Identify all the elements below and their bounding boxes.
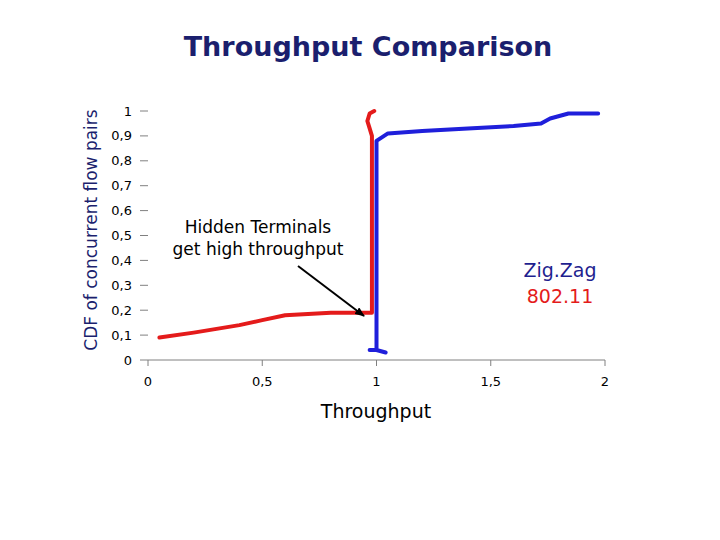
x-tick-label: 0,5 bbox=[252, 374, 273, 389]
y-tick-label: 1 bbox=[124, 104, 132, 119]
y-tick bbox=[140, 335, 148, 336]
y-axis-label: CDF of concurrent flow pairs bbox=[81, 109, 101, 351]
x-tick bbox=[376, 360, 377, 366]
y-tick-label: 0,4 bbox=[111, 253, 132, 268]
y-tick bbox=[140, 210, 148, 211]
annotation-arrow bbox=[298, 266, 364, 316]
y-tick-label: 0,2 bbox=[111, 303, 132, 318]
y-tick bbox=[140, 160, 148, 161]
y-tick bbox=[140, 135, 148, 136]
x-tick-label: 0 bbox=[144, 374, 152, 389]
legend-entry: Zig.Zag bbox=[523, 259, 596, 281]
title: Throughput Comparison bbox=[184, 31, 553, 62]
series-line bbox=[370, 113, 599, 352]
y-tick bbox=[140, 360, 148, 361]
x-tick-label: 1 bbox=[372, 374, 380, 389]
y-tick bbox=[140, 310, 148, 311]
y-tick-label: 0,6 bbox=[111, 203, 132, 218]
y-tick bbox=[140, 185, 148, 186]
y-tick bbox=[140, 285, 148, 286]
x-tick-label: 1,5 bbox=[480, 374, 501, 389]
x-axis-label: Throughput bbox=[320, 400, 431, 422]
legend-entry: 802.11 bbox=[527, 285, 593, 307]
y-tick-label: 0,8 bbox=[111, 153, 132, 168]
y-tick-label: 0,9 bbox=[111, 128, 132, 143]
x-tick bbox=[148, 360, 149, 366]
y-tick-label: 0 bbox=[124, 353, 132, 368]
x-tick bbox=[490, 360, 491, 366]
plot-area bbox=[159, 111, 598, 353]
y-tick-label: 0,5 bbox=[111, 228, 132, 243]
y-tick-label: 0,7 bbox=[111, 178, 132, 193]
x-tick bbox=[262, 360, 263, 366]
y-tick bbox=[140, 111, 148, 112]
chart: Throughput Comparison CDF of concurrent f… bbox=[0, 0, 720, 540]
y-tick-label: 0,3 bbox=[111, 278, 132, 293]
y-tick bbox=[140, 235, 148, 236]
series-line bbox=[159, 111, 374, 338]
x-tick-label: 2 bbox=[601, 374, 609, 389]
y-tick-label: 0,1 bbox=[111, 328, 132, 343]
annotation-text: Hidden Terminals bbox=[185, 217, 332, 237]
x-tick bbox=[605, 360, 606, 366]
annotation-text: get high throughput bbox=[173, 239, 344, 259]
y-tick bbox=[140, 260, 148, 261]
